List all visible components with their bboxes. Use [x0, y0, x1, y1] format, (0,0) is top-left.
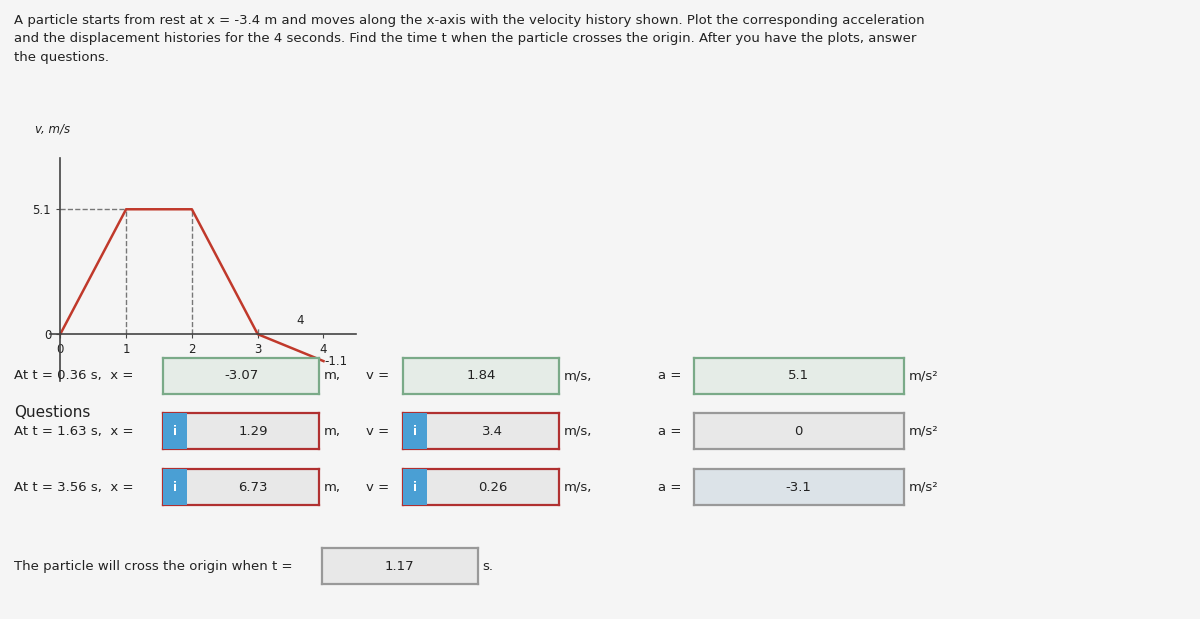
Text: -1.1: -1.1: [325, 355, 348, 368]
Text: The particle will cross the origin when t =: The particle will cross the origin when …: [14, 560, 293, 573]
Text: i: i: [413, 425, 416, 438]
Text: 5.1: 5.1: [788, 369, 809, 383]
Bar: [163, 413, 187, 449]
Text: A particle starts from rest at x = -3.4 m and moves along the x-axis with the ve: A particle starts from rest at x = -3.4 …: [14, 14, 925, 64]
Text: 6.73: 6.73: [238, 480, 268, 494]
Text: v =: v =: [366, 480, 389, 494]
Text: 4: 4: [296, 314, 305, 327]
Text: i: i: [173, 480, 176, 494]
Text: t, s: t, s: [176, 430, 194, 443]
Text: m/s²: m/s²: [908, 425, 938, 438]
Text: v, m/s: v, m/s: [35, 123, 71, 136]
Text: i: i: [413, 480, 416, 494]
Text: v =: v =: [366, 369, 389, 383]
Text: m,: m,: [324, 369, 341, 383]
Bar: [403, 469, 427, 505]
Text: m/s²: m/s²: [908, 369, 938, 383]
Text: a =: a =: [658, 425, 680, 438]
Text: At t = 3.56 s,  x =: At t = 3.56 s, x =: [14, 480, 134, 494]
Text: a =: a =: [658, 480, 680, 494]
Text: m,: m,: [324, 480, 341, 494]
Text: m/s,: m/s,: [564, 369, 593, 383]
Text: 1.29: 1.29: [238, 425, 268, 438]
Text: 0: 0: [794, 425, 803, 438]
Text: At t = 1.63 s,  x =: At t = 1.63 s, x =: [14, 425, 134, 438]
Text: -3.1: -3.1: [786, 480, 811, 494]
Text: m/s,: m/s,: [564, 480, 593, 494]
Text: a =: a =: [658, 369, 680, 383]
Text: -3.07: -3.07: [224, 369, 258, 383]
Text: 1.84: 1.84: [467, 369, 496, 383]
Bar: [163, 469, 187, 505]
Text: 1.17: 1.17: [385, 560, 414, 573]
Text: At t = 0.36 s,  x =: At t = 0.36 s, x =: [14, 369, 133, 383]
Text: i: i: [173, 425, 176, 438]
Text: Questions: Questions: [14, 405, 91, 420]
Text: v =: v =: [366, 425, 389, 438]
Text: m/s,: m/s,: [564, 425, 593, 438]
Text: m,: m,: [324, 425, 341, 438]
Bar: [403, 413, 427, 449]
Text: s.: s.: [482, 560, 493, 573]
Text: m/s²: m/s²: [908, 480, 938, 494]
Text: 0.26: 0.26: [479, 480, 508, 494]
Text: 3.4: 3.4: [482, 425, 504, 438]
